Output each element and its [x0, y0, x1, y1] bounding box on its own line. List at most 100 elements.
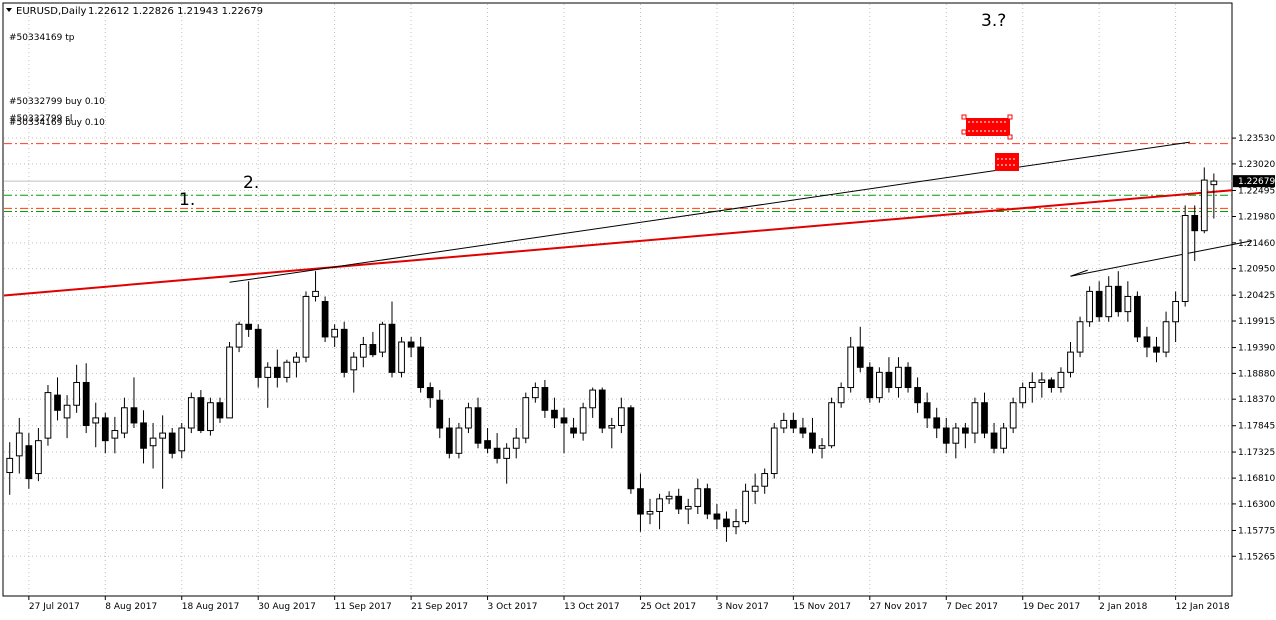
candle-body	[350, 356, 358, 371]
candle	[1019, 382, 1027, 408]
candle-body	[780, 419, 788, 429]
candle	[742, 483, 749, 525]
candle	[847, 336, 855, 393]
candle	[1048, 377, 1055, 393]
candle	[560, 407, 568, 454]
candle-body	[121, 407, 128, 434]
candle-body	[675, 495, 683, 510]
candle-body	[952, 427, 960, 444]
candle	[512, 428, 520, 459]
candle	[15, 417, 23, 474]
candle-body	[73, 381, 80, 406]
candle-body	[971, 402, 979, 434]
candle	[168, 428, 176, 459]
x-tick-label: 25 Oct 2017	[640, 602, 696, 612]
candle	[1114, 271, 1122, 317]
candle	[942, 417, 950, 454]
candle-body	[1038, 379, 1046, 383]
candle	[312, 271, 319, 302]
candle	[1076, 316, 1084, 358]
candle-body	[465, 407, 472, 429]
y-tick-label: 1.20425	[1238, 291, 1275, 301]
candle-body	[159, 432, 167, 439]
candle-body	[751, 485, 759, 492]
point-2-label: 2.	[243, 173, 259, 193]
candle	[111, 416, 119, 454]
triangle-down-icon[interactable]	[6, 8, 12, 12]
x-tick-label: 11 Sep 2017	[335, 602, 392, 612]
y-tick-label: 1.19390	[1238, 344, 1275, 354]
candle-body	[914, 387, 921, 404]
candle-body	[799, 427, 807, 434]
candle-body	[1095, 290, 1103, 318]
candle	[579, 402, 587, 441]
y-tick-label: 1.20950	[1238, 265, 1275, 275]
candle-body	[254, 328, 262, 378]
sl-order-box[interactable]	[961, 114, 1013, 140]
candle	[407, 336, 415, 358]
candle-body	[187, 397, 195, 429]
candle-body	[512, 437, 520, 449]
candle-body	[627, 407, 635, 490]
candle	[44, 385, 52, 446]
candle	[904, 362, 912, 393]
candle	[1162, 311, 1170, 358]
candle-body	[1028, 381, 1036, 389]
candle	[1009, 397, 1017, 434]
candle	[417, 336, 425, 393]
candle	[1086, 286, 1093, 327]
candle	[933, 407, 941, 439]
candle-body	[684, 505, 692, 510]
candle-body	[761, 473, 769, 487]
candle	[617, 397, 625, 434]
y-tick-label: 1.17845	[1238, 422, 1275, 432]
candle-body	[245, 323, 253, 330]
candle	[837, 382, 845, 408]
price-axis: 1.23530 1.23020 1.22495 1.21980 1.21460 1.209…	[1232, 134, 1275, 562]
candle-body	[876, 371, 883, 399]
buy-lower-order-label: #50334169 buy 0.10	[9, 118, 105, 128]
candle-body	[617, 407, 625, 426]
x-tick-label: 3 Oct 2017	[488, 602, 538, 612]
candle-body	[1162, 321, 1170, 353]
candle-body	[1105, 285, 1113, 318]
candle	[713, 503, 721, 530]
candle	[856, 326, 864, 373]
candle-body	[933, 417, 941, 429]
trendlines	[3, 141, 1253, 297]
candle	[197, 390, 205, 434]
candle	[665, 491, 673, 504]
candle-body	[1086, 290, 1093, 323]
y-tick-label: 1.21980	[1238, 213, 1275, 223]
candle-body	[1210, 180, 1218, 186]
candle-body	[598, 389, 606, 429]
black-upper-trendline	[229, 141, 1191, 283]
candle	[455, 422, 463, 459]
candle-body	[111, 430, 119, 439]
candle	[971, 397, 979, 444]
candle	[321, 296, 329, 342]
candle	[589, 387, 597, 418]
x-tick-label: 2 Jan 2018	[1099, 602, 1147, 612]
y-tick-label: 1.23020	[1238, 160, 1275, 170]
candle-body	[551, 409, 558, 419]
x-tick-label: 21 Sep 2017	[411, 602, 468, 612]
candle-body	[1114, 285, 1122, 313]
buy-order-box[interactable]	[995, 153, 1019, 171]
candle	[101, 412, 109, 454]
candle-body	[168, 432, 176, 454]
candle	[531, 382, 539, 403]
candle-body	[359, 344, 367, 358]
candle-body	[63, 404, 71, 419]
candle	[627, 405, 635, 494]
y-tick-label: 1.17325	[1238, 448, 1275, 458]
candle	[379, 321, 386, 358]
candle-body	[82, 381, 90, 426]
y-tick-label: 1.19915	[1238, 317, 1275, 327]
candle-body	[140, 422, 147, 449]
ohlc-label: 1.22612 1.22826 1.21943 1.22679	[88, 6, 263, 17]
candle-body	[302, 295, 310, 358]
candle	[751, 473, 759, 504]
candle-body	[570, 427, 577, 434]
